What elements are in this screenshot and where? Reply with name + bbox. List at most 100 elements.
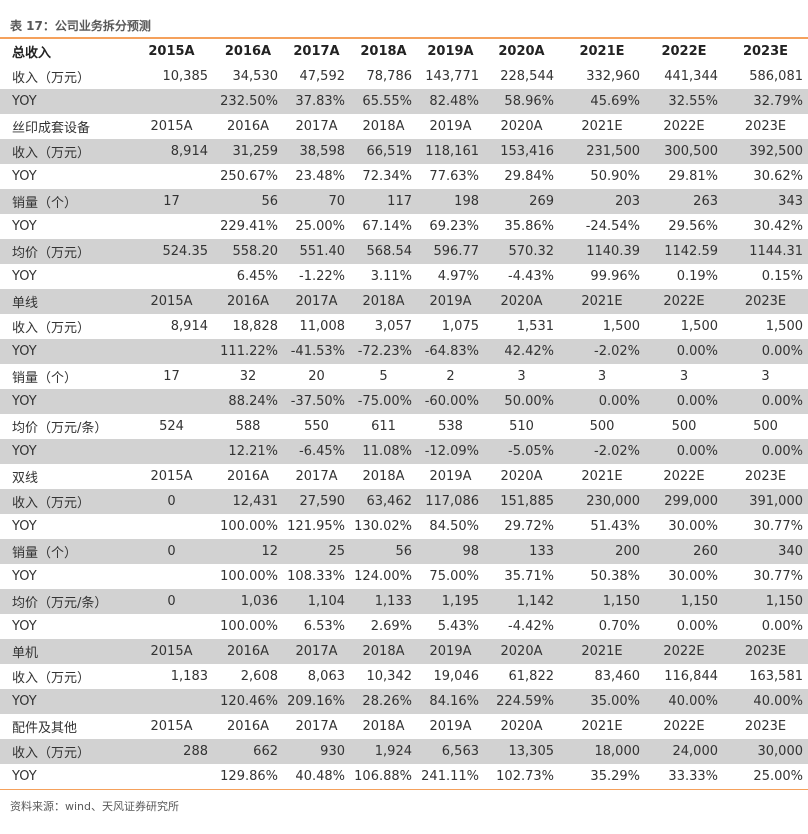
table-row: YOY 129.86% 40.48% 106.88% 241.11% 102.73% 35.… <box>0 764 808 790</box>
table-cell: 1,500 <box>602 319 640 334</box>
table-cell: 2018A <box>362 719 405 734</box>
table-cell: 588 <box>235 419 261 434</box>
table-row: YOY 100.00% 108.33% 124.00% 75.00% 35.71% 50.3… <box>0 564 808 589</box>
row-label: YOY <box>0 689 130 714</box>
table-cell: 1,500 <box>680 319 718 334</box>
table-cell: 69.23% <box>429 219 479 234</box>
table-cell: 12 <box>213 539 283 564</box>
row-label: YOY <box>0 439 130 464</box>
table-cell: 0.15% <box>761 269 803 284</box>
table-cell: 2019A <box>429 119 472 134</box>
table-cell: 1,150 <box>645 589 723 614</box>
table-cell: 37.83% <box>283 89 350 114</box>
table-cell: 2017A <box>295 719 338 734</box>
source-note: 资料来源：wind、天风证券研究所 <box>10 800 180 813</box>
table-cell: 8,063 <box>307 669 345 684</box>
table-cell: 0.00% <box>645 339 723 364</box>
table-row: 收入（万元） 8,914 31,259 38,598 66,519 118,161 153,… <box>0 139 808 164</box>
table-cell: 13,305 <box>484 739 559 764</box>
table-cell: 611 <box>371 419 396 434</box>
table-cell: 2018A <box>362 119 405 134</box>
table-cell: 1,142 <box>484 589 559 614</box>
table-row: YOY 229.41% 25.00% 67.14% 69.23% 35.86% -24.54… <box>0 214 808 239</box>
row-label: YOY <box>0 339 130 364</box>
table-cell: 111.22% <box>213 339 283 364</box>
table-cell: 1,150 <box>723 589 808 614</box>
table-cell: 662 <box>213 739 283 764</box>
table-cell: 209.16% <box>283 689 350 714</box>
table-cell: 224.59% <box>484 689 559 714</box>
table-cell: 124.00% <box>354 569 412 584</box>
table-cell: 2019A <box>417 289 484 314</box>
table-cell: 6,563 <box>417 739 484 764</box>
table-cell: 42.42% <box>484 339 559 364</box>
table-cell: 0 <box>130 539 213 564</box>
table-cell: 2021E <box>559 639 645 664</box>
table-cell: 2015A <box>150 119 193 134</box>
table-header-row: 总收入 2015A 2016A 2017A 2018A 2019A 2020A … <box>0 39 808 64</box>
header-cell: 2015A <box>148 44 195 59</box>
table-cell: 29.72% <box>504 519 554 534</box>
table-cell: 6.53% <box>303 619 345 634</box>
table-cell: 32.79% <box>723 89 808 114</box>
table-cell: 558.20 <box>213 239 283 264</box>
table-cell: 241.11% <box>417 764 484 790</box>
table-cell: 0 <box>130 589 213 614</box>
table-cell: 10,385 <box>162 69 209 84</box>
table-row: 均价（万元） 524.35 558.20 551.40 568.54 596.77 570.… <box>0 239 808 264</box>
table-cell: 0.00% <box>723 389 808 414</box>
table-cell: 35.71% <box>504 569 554 584</box>
table-cell: 2016A <box>213 289 283 314</box>
row-label: YOY <box>12 219 37 234</box>
table-cell: 0.00% <box>645 439 723 464</box>
table-cell: -41.53% <box>283 339 350 364</box>
table-cell: 30,000 <box>723 739 808 764</box>
table-cell: 198 <box>417 189 484 214</box>
row-label: 配件及其他 <box>12 721 78 736</box>
table-row: 收入（万元） 8,914 18,828 11,008 3,057 1,075 1,531 1,… <box>0 314 808 339</box>
table-cell: 117 <box>350 189 417 214</box>
table-cell: -6.45% <box>283 439 350 464</box>
table-cell: 2023E <box>723 639 808 664</box>
table-cell: -60.00% <box>417 389 484 414</box>
row-label: 收入（万元） <box>0 489 130 514</box>
table-cell: 153,416 <box>484 139 559 164</box>
table-cell: 84.50% <box>429 519 479 534</box>
table-cell: 2,608 <box>240 669 278 684</box>
table-row: YOY 111.22% -41.53% -72.23% -64.83% 42.42% -2.… <box>0 339 808 364</box>
table-cell: 29.56% <box>668 219 718 234</box>
table-cell: 27,590 <box>283 489 350 514</box>
table-cell: 2015A <box>130 639 213 664</box>
row-label: 单线 <box>0 289 130 314</box>
table-cell: 108.33% <box>287 569 345 584</box>
table-cell: 524 <box>159 419 184 434</box>
table-cell: -4.42% <box>508 619 554 634</box>
table-cell: 2022E <box>645 639 723 664</box>
table-cell: -75.00% <box>350 389 417 414</box>
table-cell: 20 <box>308 369 325 384</box>
table-cell: 3,057 <box>374 319 412 334</box>
table-cell: 269 <box>484 189 559 214</box>
table-cell: -37.50% <box>283 389 350 414</box>
table-cell: 340 <box>723 539 808 564</box>
table-cell: 1142.59 <box>645 239 723 264</box>
table-cell: 2019A <box>417 639 484 664</box>
table-cell: 586,081 <box>749 69 803 84</box>
table-cell: 18,000 <box>559 739 645 764</box>
table-row: 销量（个） 0 12 25 56 98 133 200 260 340 <box>0 539 808 564</box>
table-body: 总收入 2015A 2016A 2017A 2018A 2019A 2020A … <box>0 39 808 790</box>
header-cell: 2017A <box>293 44 340 59</box>
table-cell: 230,000 <box>559 489 645 514</box>
row-label: 收入（万元） <box>12 671 91 686</box>
table-row: 双线 2015A 2016A 2017A 2018A 2019A 2020A 2021E 202… <box>0 464 808 489</box>
table-cell: 30.42% <box>753 219 803 234</box>
table-cell: 2016A <box>227 469 269 484</box>
table-cell: 0.00% <box>723 439 808 464</box>
table-cell: 78,786 <box>366 69 413 84</box>
row-label: 销量（个） <box>12 371 78 386</box>
row-label: YOY <box>0 764 130 790</box>
header-cell: 2018A <box>360 44 407 59</box>
table-row: 均价（万元/条） 0 1,036 1,104 1,133 1,195 1,142 1,150 1… <box>0 589 808 614</box>
table-cell: 88.24% <box>213 389 283 414</box>
row-label: 双线 <box>12 471 39 486</box>
